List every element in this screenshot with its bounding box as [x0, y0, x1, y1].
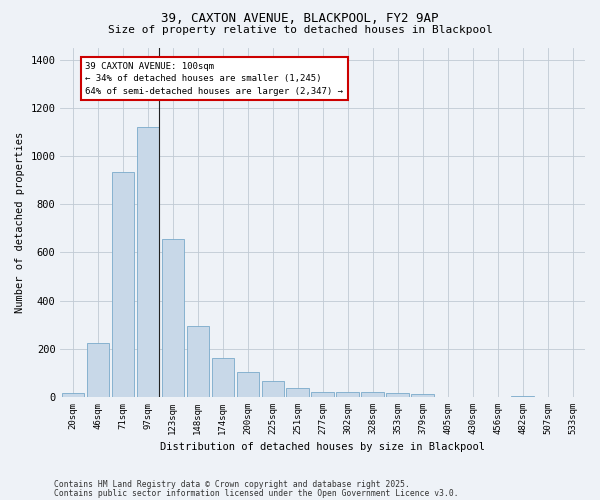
Bar — [236, 372, 259, 397]
Text: Contains public sector information licensed under the Open Government Licence v3: Contains public sector information licen… — [54, 488, 458, 498]
Bar — [361, 392, 384, 397]
Bar — [511, 396, 534, 397]
Text: Size of property relative to detached houses in Blackpool: Size of property relative to detached ho… — [107, 25, 493, 35]
Text: 39, CAXTON AVENUE, BLACKPOOL, FY2 9AP: 39, CAXTON AVENUE, BLACKPOOL, FY2 9AP — [161, 12, 439, 26]
X-axis label: Distribution of detached houses by size in Blackpool: Distribution of detached houses by size … — [160, 442, 485, 452]
Bar — [386, 394, 409, 397]
Bar — [161, 239, 184, 397]
Bar — [286, 388, 309, 397]
Bar — [86, 343, 109, 397]
Bar — [311, 392, 334, 397]
Text: Contains HM Land Registry data © Crown copyright and database right 2025.: Contains HM Land Registry data © Crown c… — [54, 480, 410, 489]
Bar — [212, 358, 234, 397]
Bar — [137, 127, 159, 397]
Y-axis label: Number of detached properties: Number of detached properties — [15, 132, 25, 313]
Bar — [262, 380, 284, 397]
Bar — [112, 172, 134, 397]
Bar — [187, 326, 209, 397]
Text: 39 CAXTON AVENUE: 100sqm
← 34% of detached houses are smaller (1,245)
64% of sem: 39 CAXTON AVENUE: 100sqm ← 34% of detach… — [85, 62, 343, 96]
Bar — [62, 394, 84, 397]
Bar — [337, 392, 359, 397]
Bar — [412, 394, 434, 397]
